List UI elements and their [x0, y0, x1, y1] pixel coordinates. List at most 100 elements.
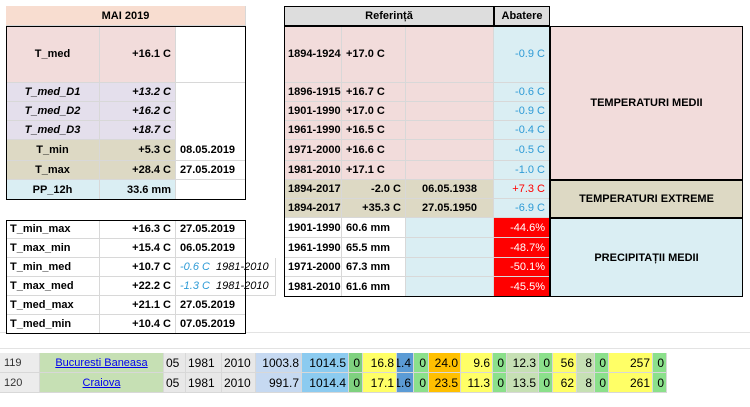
- left-row-value[interactable]: +16.2 C: [100, 102, 176, 121]
- data-cell[interactable]: 62: [553, 373, 577, 393]
- data-cell[interactable]: 0: [653, 373, 667, 393]
- data-cell[interactable]: 0: [349, 373, 363, 393]
- data-cell[interactable]: 0: [595, 373, 609, 393]
- left2-row-value[interactable]: +22.2 C: [100, 277, 176, 296]
- left-row-label[interactable]: T_med_D1: [6, 83, 100, 102]
- ref-header[interactable]: Referință: [284, 6, 494, 26]
- ref-value[interactable]: +17.1 C: [342, 161, 406, 180]
- ref-period[interactable]: 1901-1990: [284, 218, 342, 238]
- data-cell[interactable]: 17.1: [363, 373, 397, 393]
- data-cell[interactable]: 56: [553, 353, 577, 373]
- data-cell[interactable]: 13.5: [507, 373, 539, 393]
- abatere-value[interactable]: +7.3 C: [494, 180, 550, 199]
- abatere-value[interactable]: -0.4 C: [494, 121, 550, 140]
- data-cell[interactable]: 24.0: [429, 353, 461, 373]
- left2-row-label[interactable]: T_min_max: [6, 220, 100, 239]
- left-row-extra[interactable]: [176, 121, 246, 140]
- left-row-extra[interactable]: [176, 180, 246, 200]
- abatere-value[interactable]: -1.0 C: [494, 161, 550, 180]
- data-cell[interactable]: 1003.8: [256, 353, 302, 373]
- data-cell[interactable]: 1.6: [397, 373, 414, 393]
- data-cell[interactable]: 8: [577, 373, 595, 393]
- data-cell[interactable]: 0: [493, 353, 507, 373]
- ref-period[interactable]: 1961-1990: [284, 121, 342, 140]
- left-row-extra[interactable]: [176, 83, 246, 102]
- left2-row-period[interactable]: 1981-2010: [212, 277, 276, 296]
- data-cell[interactable]: 05: [164, 373, 186, 393]
- left2-row-date[interactable]: 06.05.2019: [176, 239, 246, 258]
- data-cell[interactable]: 0: [349, 353, 363, 373]
- left-row-extra[interactable]: 27.05.2019: [176, 161, 246, 180]
- data-cell[interactable]: 0: [414, 373, 429, 393]
- ref-value[interactable]: +16.5 C: [342, 121, 406, 140]
- ref-value[interactable]: +17.0 C: [342, 102, 406, 121]
- ref-period[interactable]: 1894-1924: [284, 26, 342, 83]
- data-cell[interactable]: 0: [595, 353, 609, 373]
- abatere-value[interactable]: -0.6 C: [494, 83, 550, 102]
- station-name[interactable]: Bucuresti Baneasa: [55, 356, 148, 369]
- data-cell[interactable]: 0: [493, 373, 507, 393]
- left-row-label[interactable]: T_max: [6, 161, 100, 180]
- data-cell[interactable]: 0: [414, 353, 429, 373]
- left-row-label[interactable]: T_med_D2: [6, 102, 100, 121]
- data-cell[interactable]: 16.8: [363, 353, 397, 373]
- ref-value[interactable]: 60.6 mm: [342, 218, 406, 238]
- abatere-value[interactable]: -50.1%: [494, 258, 550, 277]
- ref-value[interactable]: 65.5 mm: [342, 238, 406, 258]
- row-number[interactable]: 119: [0, 353, 40, 373]
- data-cell[interactable]: 1014.5: [302, 353, 349, 373]
- ref-period[interactable]: 1971-2000: [284, 258, 342, 277]
- left2-row-value[interactable]: +16.3 C: [100, 220, 176, 239]
- data-cell[interactable]: 2010: [222, 373, 256, 393]
- left2-row-label[interactable]: T_med_min: [6, 315, 100, 334]
- left-row-value[interactable]: 33.6 mm: [100, 180, 176, 200]
- left-row-extra[interactable]: 08.05.2019: [176, 140, 246, 161]
- ref-value[interactable]: +16.6 C: [342, 140, 406, 161]
- data-cell[interactable]: 9.6: [461, 353, 493, 373]
- ref-value[interactable]: 61.6 mm: [342, 277, 406, 297]
- ref-date[interactable]: 06.05.1938: [406, 180, 494, 199]
- data-cell[interactable]: 257: [609, 353, 653, 373]
- station-name[interactable]: Craiova: [82, 376, 121, 389]
- data-cell[interactable]: 1.4: [397, 353, 414, 373]
- station-link[interactable]: Bucuresti Baneasa: [40, 353, 164, 373]
- data-cell[interactable]: 1014.4: [302, 373, 349, 393]
- data-cell[interactable]: 991.7: [256, 373, 302, 393]
- left2-row-value[interactable]: +15.4 C: [100, 239, 176, 258]
- station-link[interactable]: Craiova: [40, 373, 164, 393]
- left2-row-label[interactable]: T_max_med: [6, 277, 100, 296]
- label-precipitatii-medii[interactable]: PRECIPITAȚII MEDII: [550, 218, 743, 297]
- abatere-value[interactable]: -0.5 C: [494, 140, 550, 161]
- abatere-value[interactable]: -48.7%: [494, 238, 550, 258]
- data-cell[interactable]: 0: [539, 353, 553, 373]
- abatere-header[interactable]: Abatere: [494, 6, 550, 26]
- left2-row-label[interactable]: T_max_min: [6, 239, 100, 258]
- ref-period[interactable]: 1971-2000: [284, 140, 342, 161]
- left2-row-label[interactable]: T_med_max: [6, 296, 100, 315]
- left2-row-label[interactable]: T_min_med: [6, 258, 100, 277]
- ref-value[interactable]: -2.0 C: [342, 180, 406, 199]
- ref-period[interactable]: 1901-1990: [284, 102, 342, 121]
- label-temperaturi-extreme[interactable]: TEMPERATURI EXTREME: [550, 180, 743, 218]
- left2-row-deviation[interactable]: -1.3 C: [176, 277, 212, 296]
- row-number[interactable]: 120: [0, 373, 40, 393]
- left-header[interactable]: MAI 2019: [6, 6, 246, 26]
- ref-value[interactable]: 67.3 mm: [342, 258, 406, 277]
- left2-row-value[interactable]: +21.1 C: [100, 296, 176, 315]
- left-row-value[interactable]: +18.7 C: [100, 121, 176, 140]
- left2-row-date[interactable]: 27.05.2019: [176, 296, 246, 315]
- left2-row-date[interactable]: 07.05.2019: [176, 315, 246, 334]
- ref-value[interactable]: +35.3 C: [342, 199, 406, 218]
- left-row-label[interactable]: T_min: [6, 140, 100, 161]
- left-row-extra[interactable]: [176, 26, 246, 83]
- ref-period[interactable]: 1894-2017: [284, 199, 342, 218]
- ref-period[interactable]: 1961-1990: [284, 238, 342, 258]
- ref-period[interactable]: 1981-2010: [284, 277, 342, 297]
- data-cell[interactable]: 05: [164, 353, 186, 373]
- left-row-extra[interactable]: [176, 102, 246, 121]
- data-cell[interactable]: 12.3: [507, 353, 539, 373]
- data-cell[interactable]: 8: [577, 353, 595, 373]
- left-row-value[interactable]: +16.1 C: [100, 26, 176, 83]
- left-row-label[interactable]: PP_12h: [6, 180, 100, 200]
- abatere-value[interactable]: -0.9 C: [494, 102, 550, 121]
